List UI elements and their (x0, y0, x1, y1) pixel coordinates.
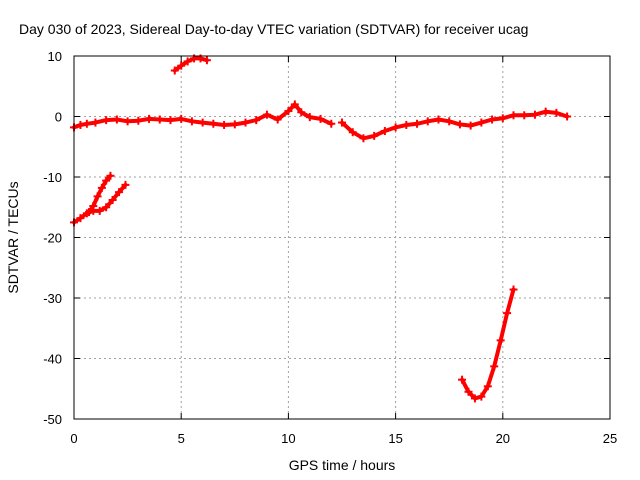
x-axis-title: GPS time / hours (289, 457, 396, 473)
x-tick-label: 15 (388, 431, 402, 446)
series-deep-dip-segment (460, 287, 516, 401)
y-axis-title: SDTVAR / TECUs (5, 181, 21, 293)
series-high-segment (172, 56, 209, 73)
y-tick-label: 10 (48, 49, 62, 64)
y-tick-label: -40 (43, 352, 62, 367)
y-tick-label: -30 (43, 291, 62, 306)
x-tick-label: 5 (178, 431, 185, 446)
x-tick-label: 0 (70, 431, 77, 446)
y-tick-label: -50 (43, 412, 62, 427)
y-tick-label: -20 (43, 231, 62, 246)
x-tick-label: 20 (496, 431, 510, 446)
x-tick-label: 25 (603, 431, 617, 446)
grid-lines (74, 56, 610, 419)
axis-ticks: 0 5 10 15 20 25 10 0 -10 -20 -30 -40 -50 (43, 49, 617, 446)
series-middle-trace (340, 109, 570, 141)
y-tick-label: -10 (43, 170, 62, 185)
y-tick-label: 0 (55, 110, 62, 125)
chart-title: Day 030 of 2023, Sidereal Day-to-day VTE… (19, 21, 528, 37)
x-tick-label: 10 (281, 431, 295, 446)
data-series (70, 54, 572, 403)
